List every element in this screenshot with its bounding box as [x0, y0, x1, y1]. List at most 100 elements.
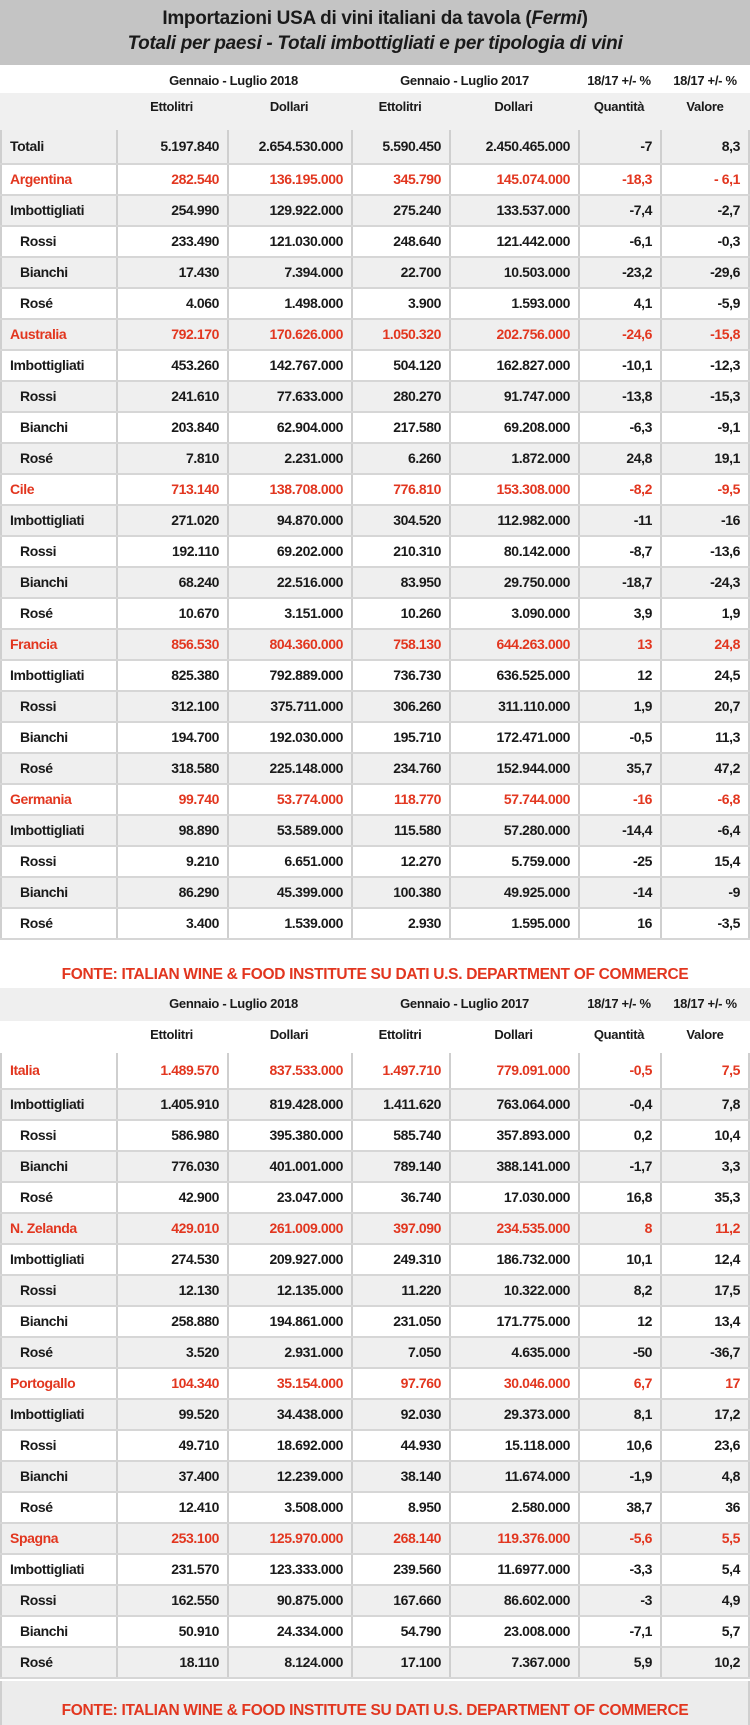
table-cell: 136.195.000	[227, 165, 351, 194]
row-label: Rossi	[0, 1431, 116, 1460]
table-title: Importazioni USA di vini italiani da tav…	[0, 0, 750, 65]
table-cell: 1.539.000	[227, 909, 351, 938]
table-cell: 1.405.910	[116, 1090, 227, 1119]
table-cell: 15,4	[660, 847, 750, 876]
row-label: Imbottigliati	[0, 1245, 116, 1274]
table-cell: 192.030.000	[227, 723, 351, 752]
table-cell: 776.810	[351, 475, 449, 504]
table-cell: 0,2	[578, 1121, 660, 1150]
table-cell: 12.270	[351, 847, 449, 876]
table-cell: 1.497.710	[351, 1053, 449, 1088]
table-row: Bianchi 203.840 62.904.000 217.580 69.208.00…	[0, 413, 750, 444]
row-label: Spagna	[0, 1524, 116, 1553]
table-cell: -8,2	[578, 475, 660, 504]
table-cell: 231.570	[116, 1555, 227, 1584]
table-row: Imbottigliati 271.020 94.870.000 304.520 112…	[0, 506, 750, 537]
row-label: N. Zelanda	[0, 1214, 116, 1243]
row-label: Bianchi	[0, 1617, 116, 1646]
country-row: Portogallo 104.340 35.154.000 97.760 30.046.…	[0, 1369, 750, 1400]
row-label: Rosé	[0, 909, 116, 938]
table-cell: 271.020	[116, 506, 227, 535]
column-header: Dollari	[494, 1027, 533, 1042]
table-cell: 8	[578, 1214, 660, 1243]
row-label: Australia	[0, 320, 116, 349]
table-cell: 133.537.000	[449, 196, 578, 225]
table-row: Bianchi 194.700 192.030.000 195.710 172.471.…	[0, 723, 750, 754]
table-cell: 86.602.000	[449, 1586, 578, 1615]
table-footer	[0, 1681, 750, 1725]
table-cell: 98.890	[116, 816, 227, 845]
table-row: Rossi 12.130 12.135.000 11.220 10.322.000 8,2…	[0, 1276, 750, 1307]
table-cell: 7,8	[660, 1090, 750, 1119]
table-cell: 1.411.620	[351, 1090, 449, 1119]
table-cell: 202.756.000	[449, 320, 578, 349]
table-cell: 34.438.000	[227, 1400, 351, 1429]
table-cell: 22.516.000	[227, 568, 351, 597]
table-cell: - 6,1	[660, 165, 750, 194]
table-cell: 104.340	[116, 1369, 227, 1398]
table-cell: 5,9	[578, 1648, 660, 1677]
period-2018-header: Gennaio - Luglio 2018	[169, 996, 298, 1011]
table-cell: 209.927.000	[227, 1245, 351, 1274]
table-row: Rossi 312.100 375.711.000 306.260 311.110.00…	[0, 692, 750, 723]
table-row: Rosé 42.900 23.047.000 36.740 17.030.000 16,8…	[0, 1183, 750, 1214]
header-columns: Ettolitri Dollari Ettolitri Dollari Quantità…	[0, 93, 750, 130]
row-label: Rossi	[0, 1276, 116, 1305]
table-cell: 429.010	[116, 1214, 227, 1243]
table-cell: 7.050	[351, 1338, 449, 1367]
column-header: Ettolitri	[378, 99, 422, 114]
table-cell: 1,9	[578, 692, 660, 721]
table-cell: 68.240	[116, 568, 227, 597]
table-cell: 19,1	[660, 444, 750, 473]
table-cell: 763.064.000	[449, 1090, 578, 1119]
table-cell: 12	[578, 1307, 660, 1336]
table-cell: 6.651.000	[227, 847, 351, 876]
table-cell: -7,4	[578, 196, 660, 225]
table-cell: 5,5	[660, 1524, 750, 1553]
table-cell: 1.595.000	[449, 909, 578, 938]
variation-value-header: 18/17 +/- %	[673, 996, 737, 1011]
table-cell: 2.654.530.000	[227, 130, 351, 163]
table-cell: 395.380.000	[227, 1121, 351, 1150]
row-label: Rosé	[0, 1493, 116, 1522]
table-cell: -13,8	[578, 382, 660, 411]
table-cell: 3.508.000	[227, 1493, 351, 1522]
column-header: Ettolitri	[150, 99, 193, 114]
row-label: Rosé	[0, 1648, 116, 1677]
table-cell: 86.290	[116, 878, 227, 907]
table-cell: 18.692.000	[227, 1431, 351, 1460]
table-cell: -5,6	[578, 1524, 660, 1553]
table-cell: 758.130	[351, 630, 449, 659]
table-cell: -14,4	[578, 816, 660, 845]
table-cell: 234.760	[351, 754, 449, 783]
title-line-2: Totali per paesi - Totali imbottigliati …	[127, 33, 623, 54]
table-cell: 23,6	[660, 1431, 750, 1460]
table-cell: 234.535.000	[449, 1214, 578, 1243]
row-label: Imbottigliati	[0, 1400, 116, 1429]
table-cell: -6,3	[578, 413, 660, 442]
row-label: Rosé	[0, 599, 116, 628]
table-cell: 42.900	[116, 1183, 227, 1212]
table-cell: 249.310	[351, 1245, 449, 1274]
table-cell: 789.140	[351, 1152, 449, 1181]
table-row: Bianchi 776.030 401.001.000 789.140 388.141.…	[0, 1152, 750, 1183]
table-row: Rosé 318.580 225.148.000 234.760 152.944.000…	[0, 754, 750, 785]
header-columns: Ettolitri Dollari Ettolitri Dollari Quantità…	[0, 1021, 750, 1053]
table-cell: 3.520	[116, 1338, 227, 1367]
table-cell: 192.110	[116, 537, 227, 566]
row-label: Italia	[0, 1053, 116, 1088]
country-row: Spagna 253.100 125.970.000 268.140 119.376.0…	[0, 1524, 750, 1555]
column-header: Quantità	[593, 1027, 645, 1042]
table-cell: -18,3	[578, 165, 660, 194]
table-cell: 17,5	[660, 1276, 750, 1305]
table-cell: -13,6	[660, 537, 750, 566]
table-cell: 62.904.000	[227, 413, 351, 442]
table-cell: 282.540	[116, 165, 227, 194]
table-cell: 11.220	[351, 1276, 449, 1305]
table-cell: 123.333.000	[227, 1555, 351, 1584]
table-row: Imbottigliati 274.530 209.927.000 249.310 18…	[0, 1245, 750, 1276]
table-row: Bianchi 258.880 194.861.000 231.050 171.775.…	[0, 1307, 750, 1338]
table-cell: 54.790	[351, 1617, 449, 1646]
table-cell: 100.380	[351, 878, 449, 907]
row-label: Bianchi	[0, 413, 116, 442]
